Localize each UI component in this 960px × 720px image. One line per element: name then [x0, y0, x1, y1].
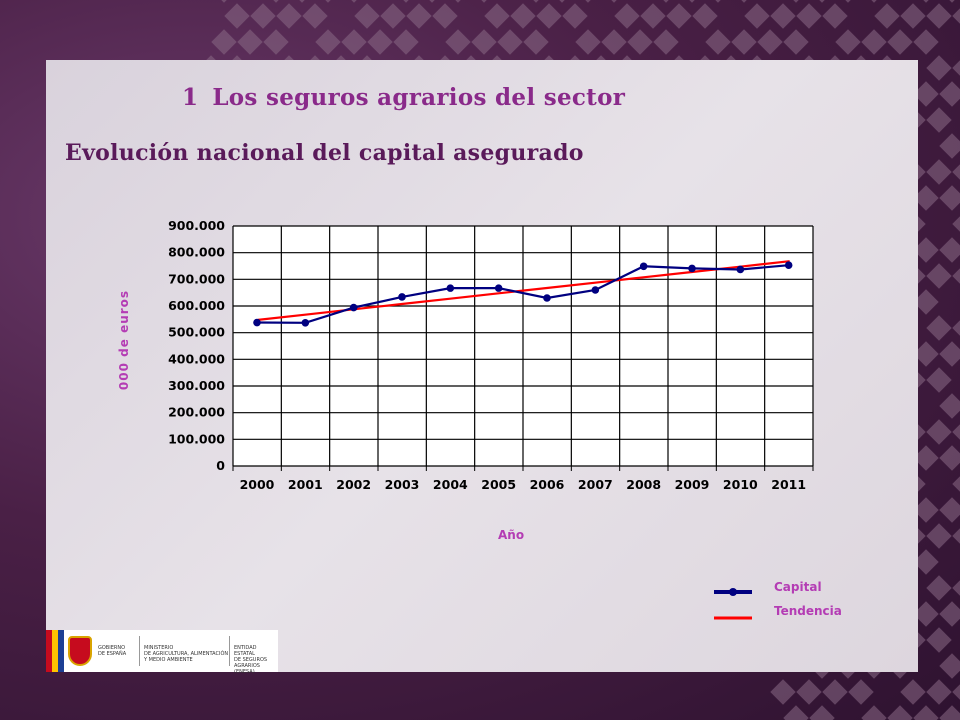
y-tick-label: 100.000	[168, 431, 225, 446]
data-point-capital	[494, 284, 503, 292]
x-tick-label: 2000	[240, 477, 275, 492]
legend-swatch-tendencia	[714, 616, 752, 620]
x-tick-label: 2001	[288, 477, 323, 492]
legend-label-capital: Capital	[774, 580, 822, 594]
x-tick-label: 2005	[481, 477, 516, 492]
data-point-capital	[784, 261, 793, 270]
data-point-capital	[543, 294, 551, 302]
data-point-capital	[736, 265, 745, 274]
logo-entidad-text: ENTIDAD ESTATAL DE SEGUROS AGRARIOS (ENE…	[234, 645, 268, 675]
series-line-capital	[256, 264, 789, 324]
data-point-capital	[253, 318, 261, 327]
logo-ministerio-text: MINISTERIO DE AGRICULTURA, ALIMENTACIÓN …	[144, 645, 229, 663]
y-tick-label: 400.000	[168, 351, 225, 366]
government-logo-bar: GOBIERNO DE ESPAÑA MINISTERIO DE AGRICUL…	[46, 630, 278, 675]
y-tick-label: 800.000	[168, 245, 225, 260]
logo-divider	[139, 636, 140, 666]
data-point-capital	[398, 293, 406, 301]
section-title: 1 Los seguros agrarios del sector	[182, 84, 625, 111]
y-tick-label: 500.000	[168, 325, 225, 340]
chart-legend: Capital Tendencia	[712, 580, 872, 628]
y-tick-label: 700.000	[168, 271, 225, 286]
x-tick-label: 2011	[771, 477, 806, 492]
x-tick-label: 2006	[530, 477, 565, 492]
legend-item-tendencia: Tendencia	[712, 604, 872, 628]
data-point-capital	[446, 284, 455, 292]
legend-label-tendencia: Tendencia	[774, 604, 842, 618]
data-point-capital	[349, 303, 358, 312]
data-point-capital	[639, 262, 648, 271]
x-tick-label: 2010	[723, 477, 758, 492]
x-tick-label: 2002	[336, 477, 371, 492]
y-tick-label: 300.000	[168, 378, 225, 393]
x-tick-label: 2004	[433, 477, 468, 492]
spain-flag-icon	[46, 630, 64, 672]
data-point-capital	[301, 319, 310, 327]
x-tick-label: 2008	[626, 477, 661, 492]
x-tick-label: 2009	[675, 477, 710, 492]
x-axis-label: Año	[498, 528, 525, 542]
y-axis-label: 000 de euros	[117, 289, 131, 391]
section-number: 1	[182, 84, 199, 111]
y-tick-label: 0	[216, 458, 225, 473]
y-tick-label: 600.000	[168, 298, 225, 313]
logo-gobierno-text: GOBIERNO DE ESPAÑA	[98, 645, 127, 657]
x-tick-label: 2003	[385, 477, 420, 492]
coat-of-arms-icon	[68, 636, 92, 666]
x-tick-label: 2007	[578, 477, 613, 492]
y-tick-label: 200.000	[168, 405, 225, 420]
data-point-capital	[688, 264, 696, 273]
logo-divider	[229, 636, 230, 666]
legend-swatch-capital	[714, 588, 752, 596]
y-tick-label: 900.000	[168, 218, 225, 233]
section-title-text: Los seguros agrarios del sector	[212, 84, 626, 111]
legend-item-capital: Capital	[712, 580, 872, 604]
data-point-capital	[591, 286, 600, 294]
chart-title: Evolución nacional del capital asegurado	[65, 140, 584, 166]
